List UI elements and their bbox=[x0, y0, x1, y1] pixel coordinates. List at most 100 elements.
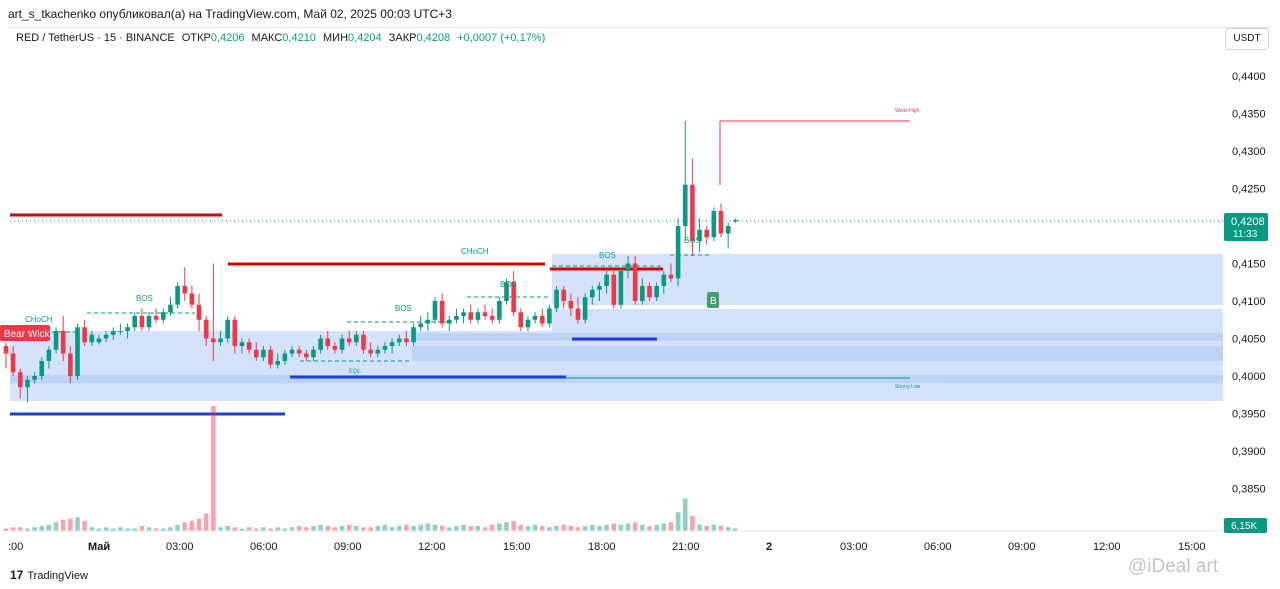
symbol-name[interactable]: RED / TetherUS · 15 · BINANCE bbox=[16, 32, 175, 44]
candle[interactable] bbox=[218, 331, 223, 346]
candle[interactable] bbox=[468, 304, 474, 324]
candle[interactable] bbox=[733, 218, 738, 224]
candle[interactable] bbox=[454, 308, 459, 324]
candle[interactable] bbox=[668, 263, 674, 283]
candle[interactable] bbox=[46, 346, 52, 369]
candle[interactable] bbox=[475, 308, 481, 324]
candle[interactable] bbox=[361, 331, 366, 354]
candle[interactable] bbox=[575, 297, 581, 324]
candle[interactable] bbox=[239, 338, 245, 354]
candle[interactable] bbox=[690, 158, 695, 257]
candle[interactable] bbox=[146, 312, 152, 331]
b-marker[interactable]: B bbox=[707, 292, 719, 308]
candle[interactable] bbox=[203, 316, 209, 346]
candle[interactable] bbox=[489, 308, 495, 324]
candle[interactable] bbox=[296, 346, 302, 358]
candle[interactable] bbox=[53, 327, 59, 354]
candle[interactable] bbox=[682, 121, 688, 241]
candle[interactable] bbox=[597, 282, 602, 301]
candle[interactable] bbox=[547, 304, 552, 328]
candle[interactable] bbox=[675, 218, 681, 287]
candle[interactable] bbox=[268, 346, 273, 369]
tradingview-logo[interactable]: 17 TradingView bbox=[10, 568, 88, 582]
candle[interactable] bbox=[339, 334, 345, 354]
candle[interactable] bbox=[82, 319, 87, 346]
candle[interactable] bbox=[582, 293, 588, 324]
candle[interactable] bbox=[275, 353, 280, 369]
candle[interactable] bbox=[39, 357, 45, 380]
candle[interactable] bbox=[32, 372, 37, 384]
candle[interactable] bbox=[96, 334, 102, 345]
candle[interactable] bbox=[189, 286, 195, 309]
candle[interactable] bbox=[697, 218, 702, 253]
candle[interactable] bbox=[375, 346, 381, 358]
candle[interactable] bbox=[175, 282, 180, 309]
candle[interactable] bbox=[439, 293, 445, 328]
candle[interactable] bbox=[246, 338, 252, 354]
time-axis[interactable]: :00 Май 03:00 06:00 09:00 12:00 15:00 18:00 21:0… bbox=[8, 541, 1206, 553]
candle[interactable] bbox=[75, 323, 80, 380]
candle[interactable] bbox=[539, 308, 545, 328]
candle[interactable] bbox=[211, 263, 216, 362]
candle[interactable] bbox=[711, 207, 717, 241]
candle[interactable] bbox=[110, 327, 116, 340]
chart-pane[interactable] bbox=[8, 27, 1270, 558]
candle[interactable] bbox=[18, 368, 23, 399]
candle[interactable] bbox=[10, 346, 16, 376]
bear-wick-tag[interactable]: Bear Wick bbox=[0, 325, 51, 341]
candle[interactable] bbox=[161, 308, 166, 324]
candle[interactable] bbox=[561, 286, 566, 309]
candle[interactable] bbox=[590, 286, 595, 305]
candle[interactable] bbox=[139, 308, 145, 332]
candle[interactable] bbox=[368, 342, 373, 358]
candle[interactable] bbox=[153, 308, 159, 324]
price-axis[interactable]: 0,44000,43500,43000,42500,42000,41500,41… bbox=[1232, 71, 1266, 496]
candle[interactable] bbox=[604, 271, 609, 294]
candle[interactable] bbox=[261, 346, 266, 361]
candle[interactable] bbox=[354, 331, 359, 346]
candle[interactable] bbox=[404, 331, 409, 346]
candle[interactable] bbox=[311, 346, 316, 361]
candle[interactable] bbox=[497, 297, 502, 324]
candle[interactable] bbox=[482, 304, 488, 320]
candle[interactable] bbox=[654, 282, 659, 301]
candle[interactable] bbox=[554, 286, 559, 313]
candle[interactable] bbox=[232, 316, 238, 354]
candle[interactable] bbox=[625, 256, 631, 279]
candle[interactable] bbox=[89, 331, 95, 346]
candle[interactable] bbox=[518, 308, 524, 332]
candle[interactable] bbox=[289, 346, 295, 358]
candlesticks[interactable] bbox=[3, 121, 738, 403]
candle[interactable] bbox=[332, 342, 338, 354]
candle[interactable] bbox=[3, 342, 9, 369]
candle[interactable] bbox=[568, 293, 574, 317]
currency-button[interactable]: USDT bbox=[1225, 28, 1269, 50]
candle[interactable] bbox=[461, 308, 466, 324]
candle[interactable] bbox=[432, 297, 438, 324]
candle[interactable] bbox=[389, 338, 395, 354]
candle[interactable] bbox=[60, 316, 66, 361]
candle[interactable] bbox=[447, 316, 452, 331]
candle[interactable] bbox=[304, 349, 309, 361]
candle[interactable] bbox=[253, 342, 259, 361]
candle[interactable] bbox=[125, 323, 130, 339]
candle[interactable] bbox=[118, 323, 123, 335]
candle[interactable] bbox=[182, 267, 188, 301]
candle[interactable] bbox=[282, 349, 288, 365]
candle[interactable] bbox=[411, 323, 416, 347]
candle[interactable] bbox=[132, 312, 137, 331]
candle[interactable] bbox=[647, 282, 652, 301]
candle[interactable] bbox=[704, 226, 709, 245]
candle[interactable] bbox=[396, 334, 402, 346]
candle[interactable] bbox=[504, 278, 509, 305]
candle[interactable] bbox=[25, 376, 30, 403]
candle[interactable] bbox=[511, 271, 516, 316]
candle[interactable] bbox=[103, 331, 109, 343]
candle[interactable] bbox=[168, 297, 173, 316]
candle[interactable] bbox=[425, 312, 431, 331]
candle[interactable] bbox=[725, 222, 731, 249]
candle[interactable] bbox=[225, 316, 230, 343]
candle[interactable] bbox=[618, 267, 624, 309]
candle[interactable] bbox=[525, 316, 531, 331]
candle[interactable] bbox=[532, 312, 538, 324]
